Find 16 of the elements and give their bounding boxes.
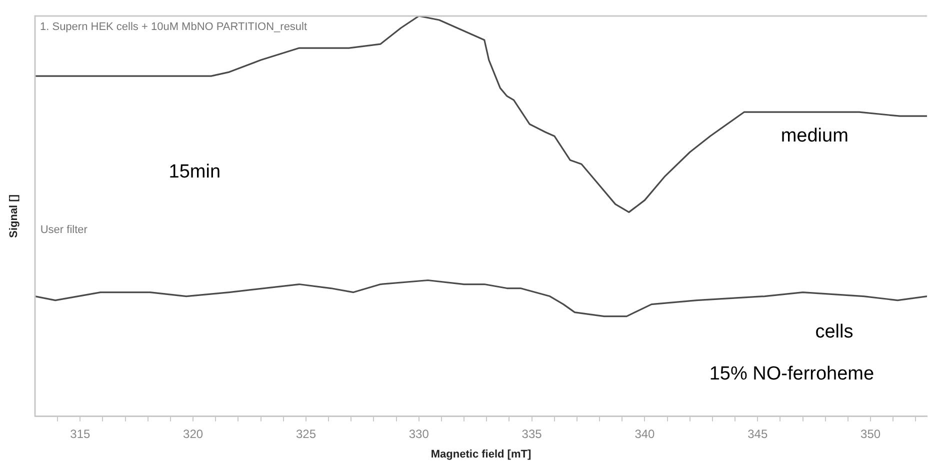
x-tick-label: 335 [522, 426, 542, 441]
series-label: cells [815, 322, 854, 343]
x-tick-label: 330 [408, 426, 430, 441]
annotation: 15min [168, 161, 221, 182]
x-tick-label: 340 [634, 426, 656, 441]
x-tick-label: 345 [748, 426, 768, 441]
x-tick-label: 350 [860, 426, 881, 441]
x-tick-label: 325 [296, 426, 316, 441]
x-tick-label: 315 [70, 426, 90, 441]
series-label: medium [780, 125, 848, 146]
x-tick-label: 320 [183, 426, 204, 441]
annotation: User filter [40, 224, 88, 236]
x-axis-title: Magnetic field [mT] [430, 448, 532, 460]
text: 1. Supern HEK cells + 10uM MbNO PARTITION_result [40, 21, 308, 34]
annotation: 15% NO-ferroheme [709, 364, 874, 385]
y-axis-title: Signal [] [8, 194, 20, 238]
